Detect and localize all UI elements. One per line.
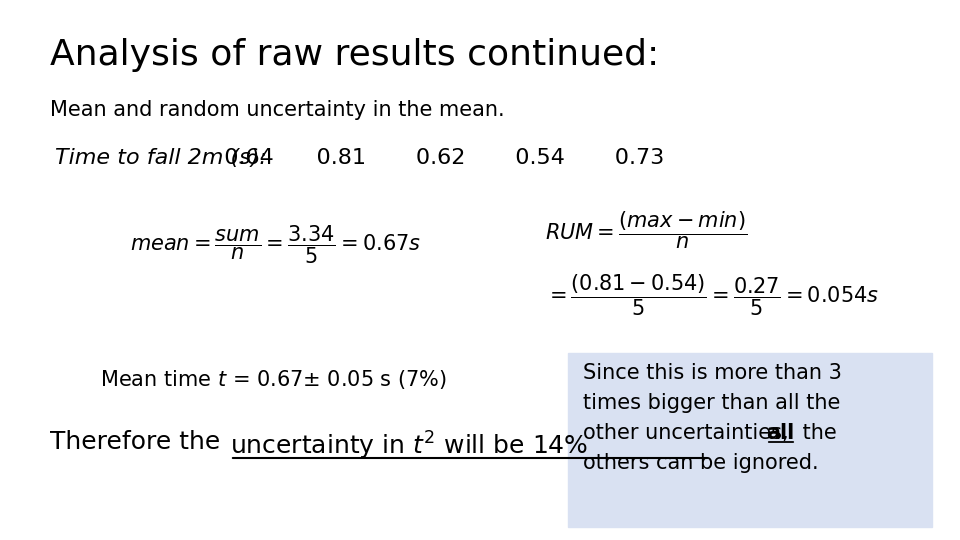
Text: Mean and random uncertainty in the mean.: Mean and random uncertainty in the mean. — [50, 100, 505, 120]
Text: other uncertainties,: other uncertainties, — [583, 423, 795, 443]
Text: 0.64      0.81       0.62       0.54       0.73: 0.64 0.81 0.62 0.54 0.73 — [210, 148, 664, 168]
Text: others can be ignored.: others can be ignored. — [583, 453, 819, 473]
Text: $= \dfrac{(0.81-0.54)}{5} = \dfrac{0.27}{5} = 0.054s$: $= \dfrac{(0.81-0.54)}{5} = \dfrac{0.27}… — [545, 272, 879, 318]
Text: Therefore the: Therefore the — [50, 430, 228, 454]
Text: $mean = \dfrac{sum}{n} = \dfrac{3.34}{5} = 0.67s$: $mean = \dfrac{sum}{n} = \dfrac{3.34}{5}… — [130, 224, 421, 266]
Text: Since this is more than 3: Since this is more than 3 — [583, 363, 842, 383]
Text: all: all — [766, 423, 794, 443]
Text: Analysis of raw results continued:: Analysis of raw results continued: — [50, 38, 660, 72]
Text: uncertainty in $t^2$ will be 14%: uncertainty in $t^2$ will be 14% — [230, 430, 588, 462]
Text: times bigger than all the: times bigger than all the — [583, 393, 840, 413]
Text: Mean time $t$ = 0.67± 0.05 s (7%): Mean time $t$ = 0.67± 0.05 s (7%) — [100, 368, 447, 391]
FancyBboxPatch shape — [568, 353, 932, 527]
Text: $RUM = \dfrac{(max-min)}{n}$: $RUM = \dfrac{(max-min)}{n}$ — [545, 209, 747, 251]
Text: the: the — [796, 423, 837, 443]
Text: Time to fall 2m (s):: Time to fall 2m (s): — [55, 148, 267, 168]
